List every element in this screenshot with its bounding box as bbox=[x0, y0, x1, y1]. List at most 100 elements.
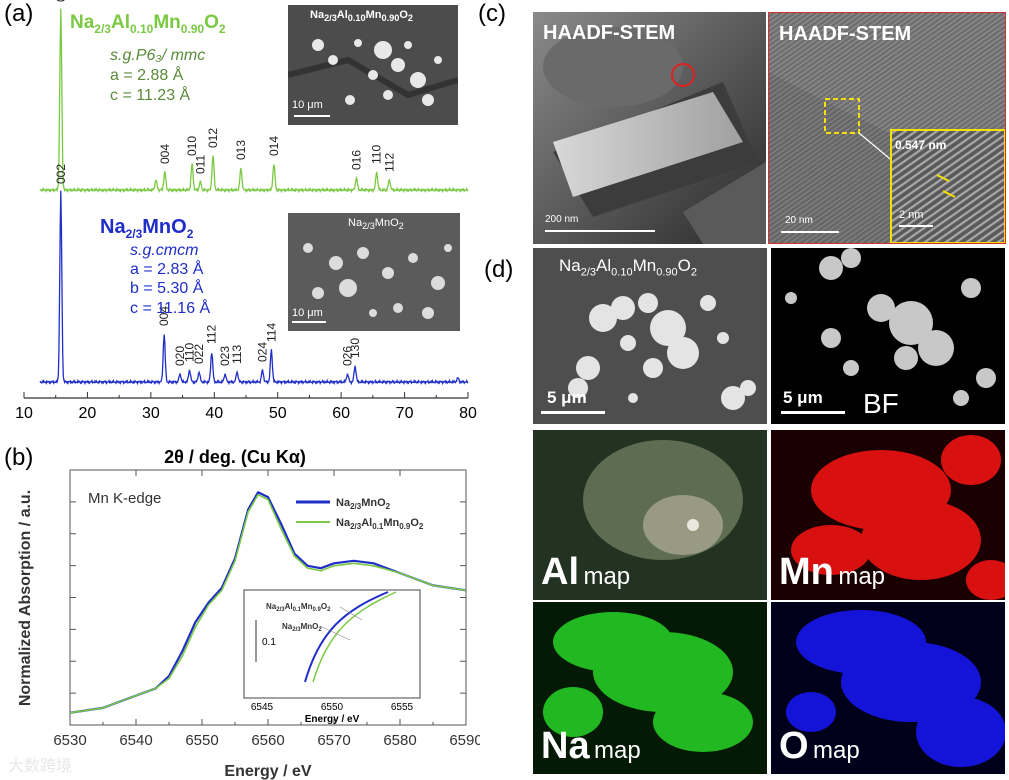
panel-label-d: (d) bbox=[484, 256, 514, 283]
stem-right-scalebar bbox=[781, 231, 839, 233]
xrd-xtick-label: 30 bbox=[142, 405, 160, 422]
xrd-peak-label: 024 bbox=[256, 342, 270, 362]
mn-param-c: c = 11.16 Å bbox=[130, 298, 211, 317]
mn-param-b: b = 5.30 Å bbox=[130, 278, 204, 297]
lattice-marker-bottom bbox=[942, 190, 956, 198]
xrd-peak-label: 010 bbox=[185, 136, 199, 156]
inset-xtick-6545: 6545 bbox=[251, 702, 274, 713]
sem-mn-scale-label: 10 μm bbox=[292, 307, 323, 319]
xrd-series-line bbox=[39, 8, 469, 194]
xrd-peak-label: 110 bbox=[370, 145, 384, 164]
sem-al-scalebar bbox=[294, 115, 330, 117]
xanes-xtick-label: 6550 bbox=[185, 732, 218, 749]
eds-bf-image: 5 μm BF bbox=[771, 248, 1005, 424]
xanes-series-line bbox=[69, 491, 467, 714]
al-param-a: a = 2.88 Å bbox=[110, 65, 184, 84]
xrd-x-axis-label: 2θ / deg. (Cu Kα) bbox=[164, 447, 306, 467]
al-param-c: c = 11.23 Å bbox=[110, 85, 191, 104]
xanes-xtick-label: 6540 bbox=[119, 732, 152, 749]
eds-na-map: Na map bbox=[533, 602, 767, 774]
sem-al-scale-label: 10 μm bbox=[292, 99, 323, 111]
legend-label-al: Na2/3Al0.1Mn0.9O2 bbox=[336, 517, 424, 531]
eds-sample-image: Na2/3Al0.10Mn0.90O2 5 μm bbox=[533, 248, 767, 424]
inset-x-axis-label: Energy / eV bbox=[305, 714, 360, 725]
xrd-peak-label: 002 bbox=[54, 164, 68, 184]
inset-label-mn: Na2/3MnO2 bbox=[282, 622, 322, 633]
xrd-xtick-label: 20 bbox=[79, 405, 97, 422]
xanes-x-axis-label: Energy / eV bbox=[224, 763, 311, 780]
xanes-series-line bbox=[69, 493, 467, 714]
sem-al-title: Na2/3Al0.10Mn0.90O2 bbox=[310, 9, 413, 24]
eds-al-map-label: Al map bbox=[541, 551, 631, 593]
xanes-xtick-label: 6570 bbox=[317, 732, 350, 749]
xrd-peak-label: 112 bbox=[382, 153, 396, 172]
xrd-peak-label: 004 bbox=[157, 306, 171, 326]
sem-mn-scalebar bbox=[292, 321, 326, 323]
xrd-peak-label: 013 bbox=[234, 140, 248, 160]
xrd-peak-label: 113 bbox=[230, 345, 244, 364]
eds-bf-scale-label: 5 μm bbox=[783, 388, 823, 407]
xrd-peak-label: 016 bbox=[349, 150, 363, 170]
panel-label-b: (b) bbox=[4, 444, 34, 471]
xrd-peak-label: 022 bbox=[192, 344, 206, 364]
al-space-group: s.g.P6₃/ mmc bbox=[110, 47, 205, 64]
stem-spacing-label: 0.547 nm bbox=[895, 138, 947, 152]
xrd-peak-label: 011 bbox=[193, 155, 207, 174]
sem-mn-image: Na2/3MnO2 10 μm bbox=[288, 213, 460, 331]
eds-o-map: O map bbox=[771, 602, 1005, 774]
watermark-text: 大数跨境 bbox=[8, 758, 73, 775]
sem-al-image: Na2/3Al0.10Mn0.90O2 10 μm bbox=[288, 5, 458, 125]
eds-mn-map: Mn map bbox=[771, 430, 1005, 600]
xanes-xtick-label: 6580 bbox=[383, 732, 416, 749]
xrd-series-line bbox=[39, 190, 469, 386]
xrd-peak-label: 002 bbox=[54, 0, 68, 2]
xrd-peak-label: 114 bbox=[264, 323, 278, 342]
eds-na-map-label: Na map bbox=[541, 725, 641, 767]
xrd-peak-label: 112 bbox=[205, 325, 219, 344]
panel-label-a: (a) bbox=[4, 0, 34, 27]
eds-o-map-label: O map bbox=[779, 725, 860, 767]
stem-highlight-circle bbox=[671, 63, 695, 87]
stem-left-image: HAADF-STEM 200 nm bbox=[533, 12, 766, 244]
mn-param-a: a = 2.83 Å bbox=[130, 259, 204, 278]
stem-left-title: HAADF-STEM bbox=[543, 22, 676, 44]
xrd-peak-label: 110 bbox=[183, 343, 197, 362]
xanes-xtick-label: 6560 bbox=[251, 732, 284, 749]
stem-left-scale-label: 200 nm bbox=[545, 214, 579, 225]
inset-xtick-6550: 6550 bbox=[321, 702, 344, 713]
stem-inset-scale-label: 2 nm bbox=[899, 209, 924, 221]
eds-bf-label: BF bbox=[863, 388, 899, 419]
stem-right-title: HAADF-STEM bbox=[779, 23, 912, 45]
xrd-xtick-label: 80 bbox=[459, 405, 477, 422]
inset-scale-label: 0.1 bbox=[262, 637, 276, 648]
stem-roi-box bbox=[824, 98, 860, 134]
xrd-peak-label: 020 bbox=[173, 346, 187, 366]
inset-xtick-6555: 6555 bbox=[391, 702, 414, 713]
stem-right-scale-label: 20 nm bbox=[785, 215, 813, 226]
xanes-inset: 0.1 Na2/3Al0.1Mn0.9O2 Na2/3MnO2 6545 655… bbox=[243, 589, 421, 725]
xrd-peak-label: 026 bbox=[341, 346, 355, 366]
xrd-peak-label: 004 bbox=[158, 144, 172, 164]
stem-left-scalebar bbox=[545, 230, 655, 232]
xrd-peak-label: 130 bbox=[348, 338, 362, 358]
eds-sample-scalebar bbox=[541, 411, 605, 414]
mn-sample-name: Na2/3MnO2 bbox=[100, 216, 194, 241]
sem-mn-title: Na2/3MnO2 bbox=[348, 217, 404, 232]
eds-al-map: Al map bbox=[533, 430, 767, 600]
eds-sample-title: Na2/3Al0.10Mn0.90O2 bbox=[559, 256, 697, 279]
xrd-xtick-label: 10 bbox=[15, 405, 33, 422]
eds-mn-map-label: Mn map bbox=[779, 551, 886, 593]
lattice-marker-top bbox=[936, 174, 950, 182]
eds-bf-scalebar bbox=[781, 411, 845, 414]
xrd-peak-label: 012 bbox=[206, 128, 220, 148]
xanes-xtick-label: 6530 bbox=[53, 732, 86, 749]
inset-label-al: Na2/3Al0.1Mn0.9O2 bbox=[266, 602, 331, 613]
xrd-xtick-label: 60 bbox=[332, 405, 350, 422]
xanes-y-axis-label: Normalized Absorption / a.u. bbox=[17, 490, 34, 706]
xrd-xtick-label: 50 bbox=[269, 405, 287, 422]
eds-sample-scale-label: 5 μm bbox=[547, 388, 587, 407]
xrd-chart: 0020040100110120130140161101120020040201… bbox=[15, 0, 477, 467]
xanes-chart: 6530 6540 6550 6560 6570 6580 6590 Mn K-edge N… bbox=[17, 469, 480, 780]
xrd-peak-label: 014 bbox=[267, 136, 281, 156]
xrd-xtick-label: 40 bbox=[205, 405, 223, 422]
